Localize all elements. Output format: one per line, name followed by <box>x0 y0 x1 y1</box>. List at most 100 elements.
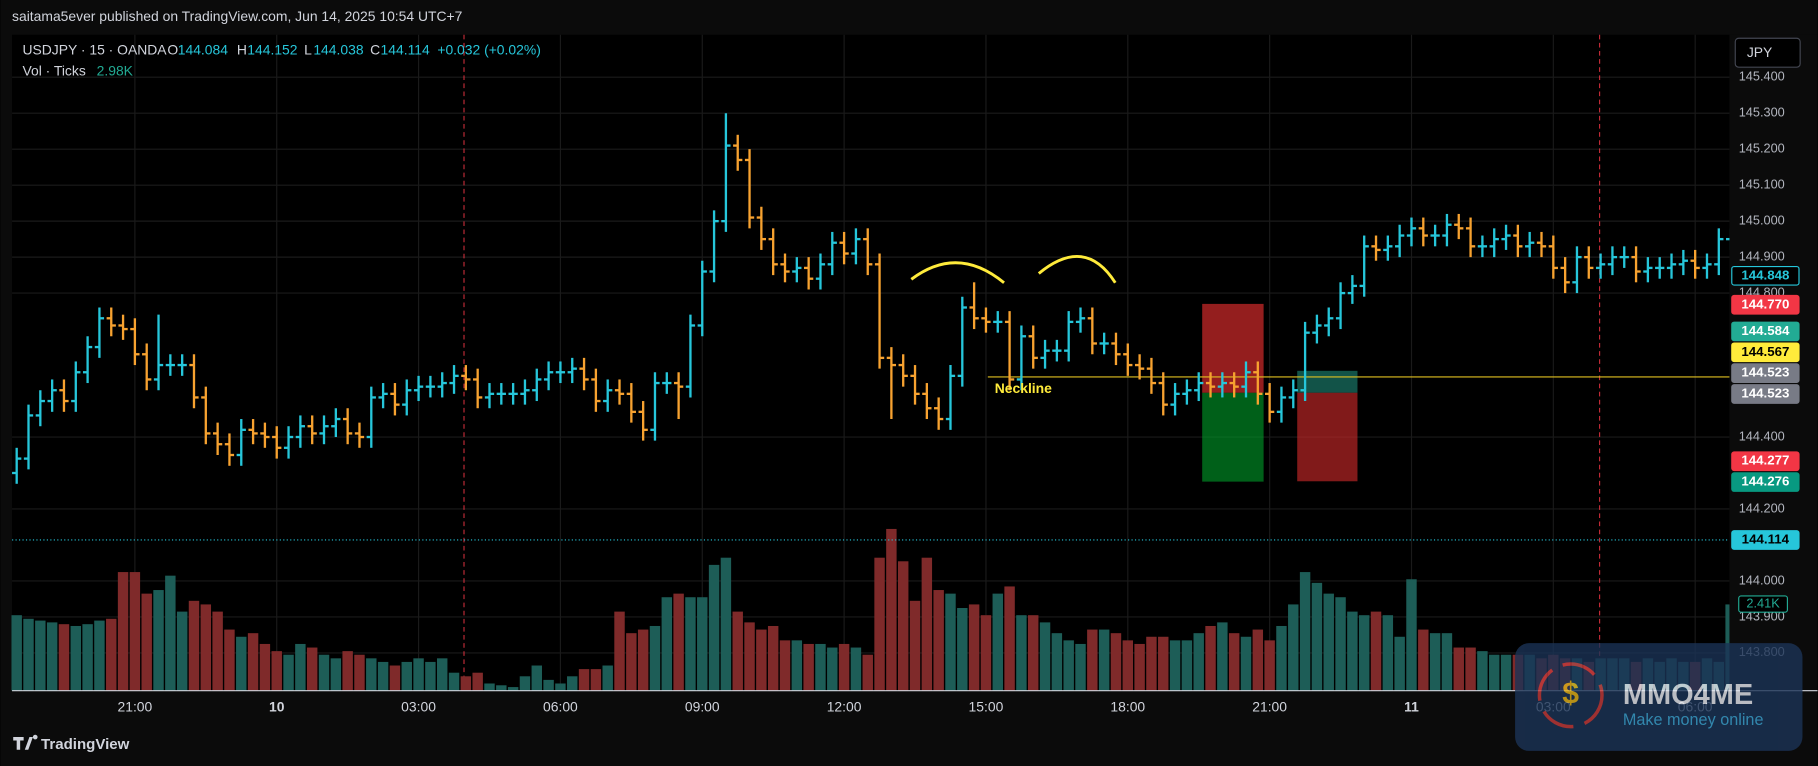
volume-bar <box>531 665 542 691</box>
volume-bar <box>543 679 554 691</box>
volume-bar <box>850 647 862 691</box>
volume-bar <box>153 590 164 691</box>
volume-bar <box>1429 633 1441 691</box>
volume-bar <box>1016 615 1027 691</box>
volume-bar <box>425 661 436 691</box>
volume-bar <box>1075 643 1086 691</box>
volume-bar <box>1264 640 1275 691</box>
volume-bar <box>330 658 342 691</box>
volume-bar <box>377 661 389 691</box>
price-tag-label: 144.567 <box>1741 344 1789 359</box>
price-tag <box>1731 294 1800 315</box>
y-tick-label: 144.000 <box>1739 572 1785 587</box>
volume-bar <box>259 643 271 691</box>
volume-bar <box>354 654 365 691</box>
shoulder-curve <box>1037 254 1117 284</box>
position-zone <box>1202 392 1264 482</box>
price-tag <box>1731 321 1800 342</box>
volume-bar <box>11 615 22 691</box>
volume-bar <box>519 676 531 691</box>
volume-bar <box>1370 611 1382 691</box>
position-zone <box>1297 370 1358 393</box>
volume-bar <box>815 643 826 691</box>
volume-bar <box>306 647 318 691</box>
volume-bar <box>555 683 566 691</box>
volume-bar <box>94 620 105 691</box>
volume-bar <box>1323 593 1334 691</box>
volume-bar <box>295 643 306 691</box>
y-tick-label: 145.400 <box>1739 69 1785 84</box>
l-label: L <box>304 42 312 58</box>
volume-bar <box>165 575 176 691</box>
y-tick-label: 145.100 <box>1739 177 1785 192</box>
volume-bar <box>129 572 141 691</box>
volume-bar <box>1418 629 1429 691</box>
volume-bar <box>791 640 803 691</box>
volume-bar <box>1489 654 1500 691</box>
volume-bar <box>968 604 980 691</box>
volume-bar <box>460 676 472 691</box>
volume-bar <box>342 651 353 691</box>
price-tag <box>1731 530 1800 550</box>
volume-bar <box>1134 643 1145 691</box>
volume-bar <box>685 597 696 691</box>
volume-bar <box>567 676 578 691</box>
price-tag-label: 144.114 <box>1742 532 1790 547</box>
volume-bar <box>1335 597 1346 691</box>
price-tag <box>1731 451 1800 472</box>
price-tag <box>1731 472 1800 492</box>
vol-label: Vol · Ticks <box>22 63 85 79</box>
y-tick-label: 144.200 <box>1739 500 1785 515</box>
volume-bar <box>236 636 247 691</box>
volume-bar <box>1158 636 1169 691</box>
volume-bar <box>437 658 448 691</box>
currency[interactable]: JPY <box>1747 44 1772 60</box>
volume-bar <box>117 572 129 691</box>
volume-bar <box>1465 647 1476 691</box>
volume-bar <box>614 611 625 691</box>
l-value: 144.038 <box>313 42 363 58</box>
volume-bar <box>744 622 755 691</box>
volume-bar <box>697 597 708 691</box>
volume-bar <box>992 593 1003 691</box>
volume-bar <box>23 618 34 691</box>
volume-bar <box>874 557 885 691</box>
volume-bar <box>1193 633 1204 691</box>
symbol: USDJPY · 15 · OANDA <box>22 42 167 58</box>
volume-tag <box>1738 595 1788 613</box>
x-tick-label: 10 <box>269 699 285 715</box>
volume-bar <box>1347 611 1358 691</box>
price-axis <box>1729 34 1818 691</box>
footer-logo: TradingView <box>13 734 130 753</box>
volume-bar <box>389 665 401 691</box>
x-tick-label: 03:00 <box>401 699 436 715</box>
volume-bar <box>1311 582 1323 691</box>
o-value: 144.084 <box>178 42 228 58</box>
volume-bar <box>720 557 732 691</box>
volume-bar <box>1453 647 1464 691</box>
volume-bar <box>401 661 412 691</box>
price-tag-label: 144.770 <box>1741 296 1789 311</box>
price-tag <box>1731 363 1800 383</box>
volume-bar <box>1228 633 1240 691</box>
price-tag-label: 144.277 <box>1741 453 1789 468</box>
volume-bar <box>803 643 814 691</box>
price-tag <box>1731 265 1800 286</box>
volume-bar <box>661 597 673 691</box>
volume-bar <box>484 683 495 691</box>
watermark: $ MMO4ME Make money online <box>1515 643 1803 751</box>
volume-bar <box>46 622 58 691</box>
volume-bar <box>247 633 259 691</box>
volume-bar <box>283 654 294 691</box>
volume-bar <box>1122 640 1134 691</box>
x-tick-label: 06:00 <box>543 699 578 715</box>
volume-bar <box>1240 636 1252 691</box>
plot-area <box>12 34 1730 691</box>
volume-bar <box>921 557 933 691</box>
volume-bar <box>200 604 212 691</box>
volume-tag-label: 2.41K <box>1746 595 1780 610</box>
c-value: 144.114 <box>381 42 430 58</box>
volume-bar <box>1441 633 1453 691</box>
currency-button[interactable] <box>1734 37 1801 68</box>
